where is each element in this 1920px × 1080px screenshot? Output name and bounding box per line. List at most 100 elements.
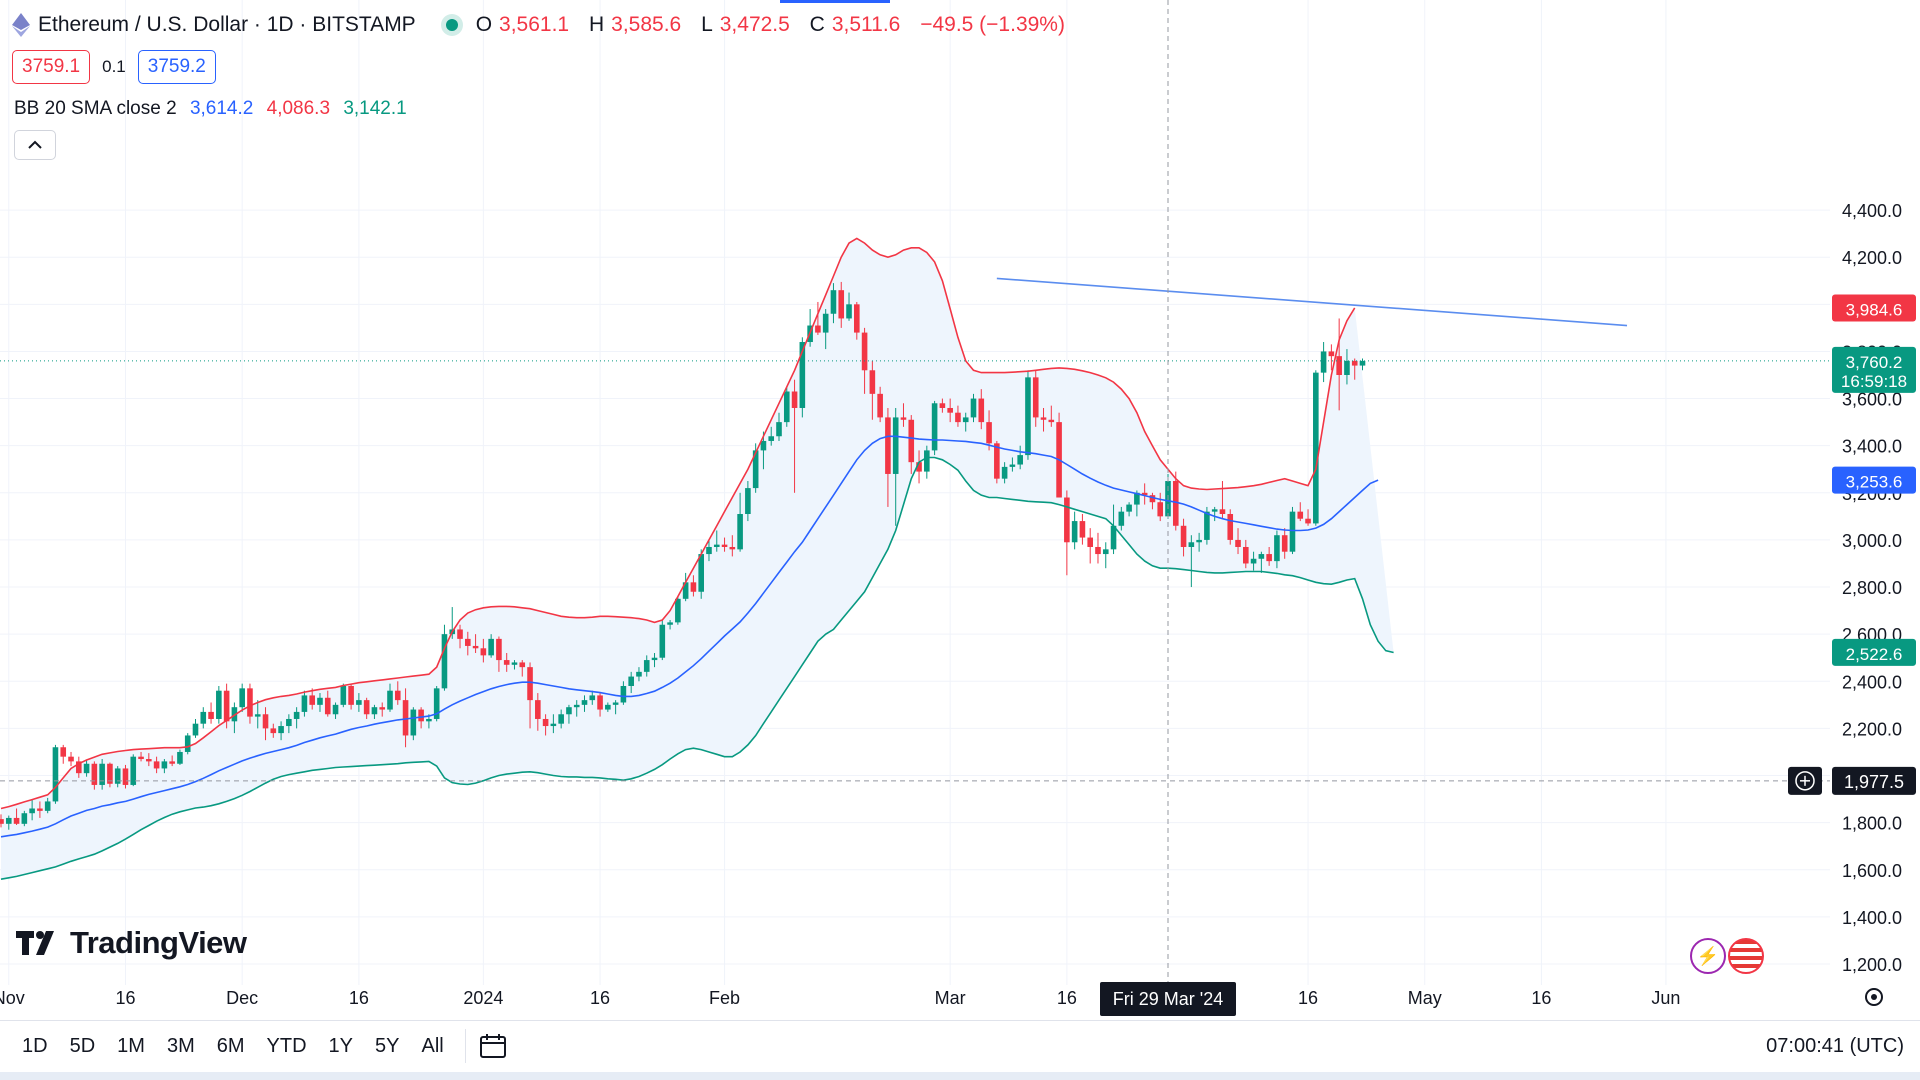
candle-body	[1227, 514, 1234, 540]
range-1m[interactable]: 1M	[117, 1034, 145, 1057]
open-value: 3,561.1	[499, 13, 570, 36]
candle	[815, 301, 821, 335]
candle	[1102, 542, 1109, 569]
y-tick-label: 2,200.0	[1842, 719, 1902, 739]
range-5d[interactable]: 5D	[69, 1034, 96, 1057]
candle	[1320, 342, 1327, 383]
candle-body	[169, 761, 175, 764]
candle-body	[783, 391, 790, 423]
candle	[262, 707, 269, 741]
toolbar-divider	[464, 1029, 466, 1063]
candle	[636, 667, 642, 682]
candle	[293, 707, 300, 729]
candle-body	[83, 763, 90, 774]
candle	[1048, 405, 1055, 427]
candle-body	[465, 638, 471, 646]
candle	[1087, 528, 1093, 564]
price-chart[interactable]: 1,200.01,400.01,600.01,800.02,000.02,200…	[0, 0, 1920, 1020]
candle-body	[130, 756, 137, 785]
candle-body	[916, 462, 922, 472]
candle-body	[1172, 481, 1179, 526]
candle	[597, 693, 603, 717]
candle-body	[410, 709, 417, 736]
candle-body	[682, 582, 689, 599]
range-5y[interactable]: 5Y	[375, 1034, 400, 1057]
utc-clock[interactable]: 07:00:41 (UTC)	[1766, 1034, 1904, 1057]
candle-body	[496, 638, 502, 661]
current-price-label: 3,760.216:59:18	[1832, 346, 1916, 393]
candle-body	[1001, 466, 1008, 479]
candle-body	[1025, 377, 1031, 456]
candle	[169, 755, 175, 767]
collapse-legend-button[interactable]	[14, 130, 56, 160]
buy-price-button[interactable]: 3759.2	[137, 50, 216, 84]
candle-body	[877, 393, 883, 418]
range-ytd[interactable]: YTD	[266, 1034, 307, 1057]
range-1d[interactable]: 1D	[22, 1034, 48, 1057]
candle	[783, 386, 790, 427]
candle-body	[721, 544, 728, 547]
candle-body	[387, 690, 393, 710]
candle-body	[675, 598, 681, 623]
candle	[44, 797, 51, 814]
indicator-lower-value: 3,142.1	[343, 98, 407, 119]
range-6m[interactable]: 6M	[216, 1034, 245, 1057]
candle	[776, 412, 782, 441]
candle	[511, 660, 518, 670]
candle	[216, 685, 222, 724]
candle-body	[418, 709, 424, 722]
close-value: 3,511.6	[831, 13, 901, 36]
candle-body	[550, 723, 557, 727]
candle-body	[1087, 537, 1093, 547]
candle	[1009, 457, 1016, 472]
candle	[340, 683, 347, 708]
candle	[970, 393, 977, 423]
candle	[729, 535, 736, 557]
symbol-title[interactable]: Ethereum / U.S. Dollar · 1D · BITSTAMP	[38, 13, 416, 36]
y-tick-label: 1,600.0	[1842, 861, 1902, 881]
candle	[1274, 530, 1280, 569]
candle-body	[146, 759, 152, 762]
lightning-icon[interactable]: ⚡	[1690, 938, 1726, 974]
candle	[488, 634, 494, 658]
candle	[519, 660, 526, 677]
candle-body	[589, 695, 596, 701]
range-all[interactable]: All	[421, 1034, 444, 1057]
crosshair-price-text: 1,977.5	[1844, 772, 1904, 792]
calendar-icon[interactable]	[478, 1032, 508, 1060]
x-tick-label: Mar	[935, 988, 966, 1008]
candle-body	[324, 697, 331, 715]
tradingview-logo[interactable]: TradingView	[16, 925, 247, 961]
candle	[146, 753, 152, 767]
candle-body	[791, 391, 798, 408]
candle-body	[153, 761, 160, 769]
range-1y[interactable]: 1Y	[328, 1034, 354, 1057]
candle	[317, 693, 323, 712]
candle	[363, 697, 370, 719]
candle	[371, 704, 378, 719]
candle	[924, 445, 930, 479]
candle	[1313, 370, 1319, 526]
sell-price-button[interactable]: 3759.1	[12, 50, 91, 84]
candle	[1040, 407, 1047, 432]
bottom-toolbar: 1D 5D 1M 3M 6M YTD 1Y 5Y All 07:00:41 (U…	[0, 1020, 1920, 1071]
add-alert-plus-icon[interactable]	[1788, 766, 1822, 795]
candle-body	[581, 700, 588, 705]
basis-price-label: 3,253.6	[1832, 466, 1916, 494]
candle	[161, 759, 168, 774]
candle	[745, 481, 751, 522]
candle-body	[138, 756, 144, 760]
candle	[254, 700, 261, 729]
candle-body	[1048, 419, 1055, 423]
candle	[752, 443, 759, 493]
candle	[1071, 511, 1078, 550]
candle	[1079, 514, 1086, 545]
candle	[138, 751, 144, 762]
settings-gear-icon[interactable]	[1865, 988, 1883, 1006]
candle-body	[659, 624, 666, 658]
us-flag-icon[interactable]	[1728, 938, 1764, 974]
range-3m[interactable]: 3M	[166, 1034, 195, 1057]
time-axis[interactable]: Nov 16 Dec 16 2024 16 Feb Mar 16 16 May 16 Jun	[0, 988, 1680, 1008]
candle-body	[970, 398, 977, 418]
indicator-legend[interactable]: BB 20 SMA close 2 3,614.2 4,086.3 3,142.…	[14, 98, 415, 120]
